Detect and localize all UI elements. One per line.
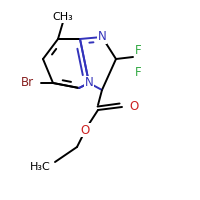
- Text: CH₃: CH₃: [53, 12, 73, 22]
- Text: N: N: [98, 30, 106, 44]
- Text: O: O: [80, 123, 90, 136]
- Text: F: F: [135, 66, 142, 78]
- Text: N: N: [85, 76, 93, 90]
- Text: Br: Br: [21, 76, 34, 90]
- Text: F: F: [135, 44, 142, 56]
- Text: H₃C: H₃C: [30, 162, 51, 172]
- Text: O: O: [129, 99, 138, 112]
